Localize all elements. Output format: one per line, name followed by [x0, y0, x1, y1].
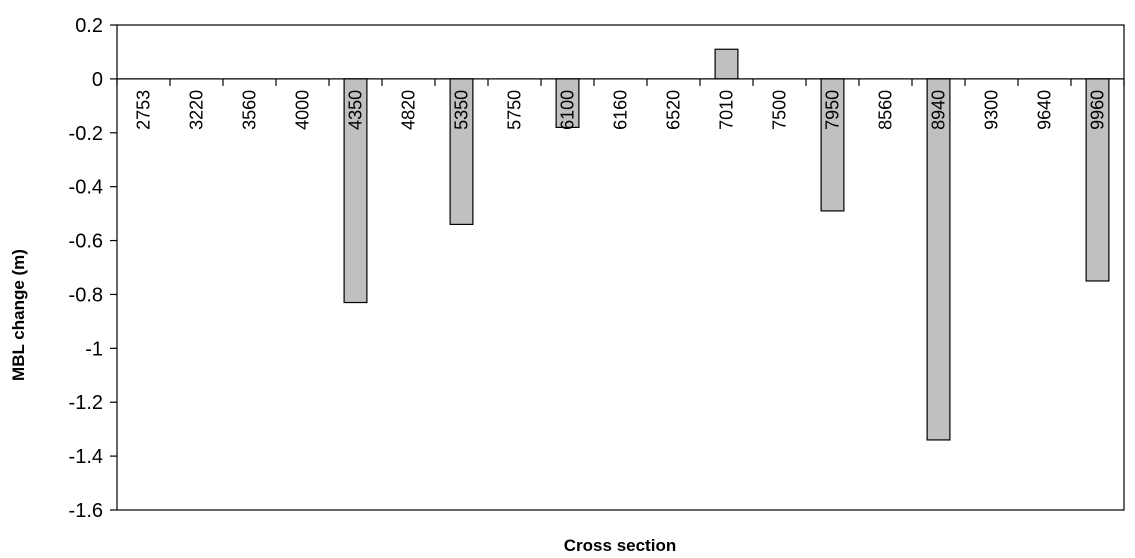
- y-tick-label: -0.8: [69, 284, 103, 306]
- category-label: 7010: [717, 90, 737, 130]
- category-label: 9640: [1035, 90, 1055, 130]
- y-tick-label: -0.4: [69, 177, 103, 199]
- category-label: 8560: [876, 90, 896, 130]
- y-tick-label: -1.6: [69, 500, 103, 522]
- category-label: 4820: [399, 90, 419, 130]
- y-tick-label: 0: [92, 69, 103, 91]
- category-label: 7950: [823, 90, 843, 130]
- category-label: 6100: [558, 90, 578, 130]
- plot-area: [116, 24, 1125, 511]
- zero-baseline: [116, 78, 1125, 86]
- category-label: 9300: [982, 90, 1002, 130]
- category-label: 2753: [134, 90, 154, 130]
- plot-border: [116, 24, 1125, 511]
- x-axis-title: Cross section: [564, 536, 676, 555]
- bar-7010: [714, 48, 739, 80]
- category-label: 6520: [664, 90, 684, 130]
- bar-8940: [926, 78, 951, 441]
- y-tick-label: 0.2: [75, 15, 103, 37]
- y-axis-title: MBL change (m): [9, 249, 28, 381]
- bars: [343, 48, 1110, 441]
- category-label: 4350: [346, 90, 366, 130]
- category-label: 5750: [505, 90, 525, 130]
- category-label: 8940: [929, 90, 949, 130]
- category-label: 3220: [187, 90, 207, 130]
- y-tick-label: -0.6: [69, 231, 103, 253]
- y-axis: 0.2 0 -0.2 -0.4 -0.6 -0.8 -1 -1.2 -1.4 -1.6: [69, 15, 117, 522]
- category-label: 4000: [293, 90, 313, 130]
- category-label: 6160: [611, 90, 631, 130]
- y-tick-label: -0.2: [69, 123, 103, 145]
- y-tick-label: -1: [85, 338, 103, 360]
- y-tick-label: -1.2: [69, 392, 103, 414]
- y-tick-label: -1.4: [69, 446, 103, 468]
- category-labels: 2753 3220 3560 4000 4350 4820 5350 5750 6100 6160…: [134, 90, 1108, 130]
- category-label: 7500: [770, 90, 790, 130]
- category-label: 9960: [1088, 90, 1108, 130]
- category-label: 3560: [240, 90, 260, 130]
- category-label: 5350: [452, 90, 472, 130]
